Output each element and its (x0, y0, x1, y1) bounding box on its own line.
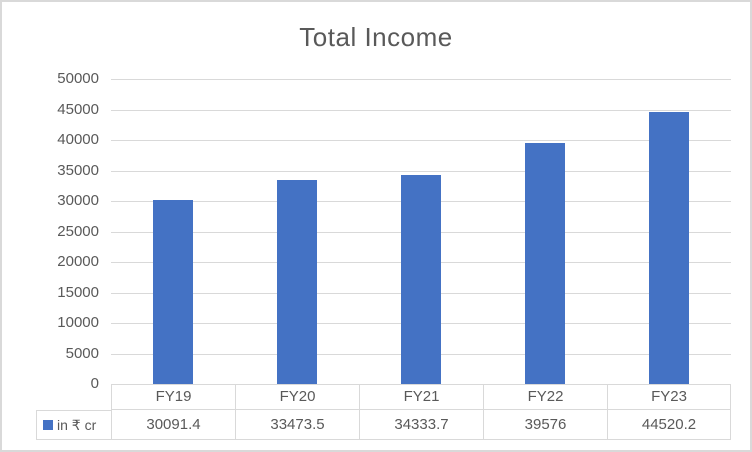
data-table-value-row: 30091.4 33473.5 34333.7 39576 44520.2 (111, 410, 731, 440)
data-table-category-row: FY19 FY20 FY21 FY22 FY23 (111, 384, 731, 410)
gridline (111, 170, 731, 172)
category-cell: FY22 (483, 384, 607, 410)
value-cell: 30091.4 (111, 410, 235, 440)
y-tick-label: 25000 (57, 222, 99, 240)
y-tick-label: 10000 (57, 314, 99, 331)
category-cell: FY19 (111, 384, 235, 410)
y-tick-label: 45000 (57, 100, 99, 118)
y-tick-label: 35000 (57, 161, 99, 179)
legend-color-swatch (43, 420, 53, 430)
gridline (111, 140, 731, 141)
y-tick-label: 0 (90, 375, 99, 392)
y-tick-label: 5000 (65, 344, 99, 362)
y-tick-label: 15000 (57, 283, 99, 301)
gridline (111, 109, 731, 111)
gridline (111, 79, 731, 80)
value-cell: 39576 (483, 410, 607, 440)
bar-FY20[interactable] (277, 180, 317, 384)
bar-FY23[interactable] (649, 112, 689, 384)
y-tick-label: 20000 (57, 253, 99, 270)
bar-FY21[interactable] (401, 175, 441, 384)
y-tick-label: 40000 (57, 131, 99, 148)
category-cell: FY23 (607, 384, 731, 410)
bar-FY19[interactable] (153, 200, 193, 384)
category-cell: FY21 (359, 384, 483, 410)
value-cell: 33473.5 (235, 410, 359, 440)
chart-title: Total Income (299, 22, 453, 52)
category-cell: FY20 (235, 384, 359, 410)
legend-cell: in ₹ cr (36, 410, 111, 440)
legend-label: in ₹ cr (57, 416, 97, 433)
value-cell: 34333.7 (359, 410, 483, 440)
value-cell: 44520.2 (607, 410, 731, 440)
bar-FY22[interactable] (525, 143, 565, 384)
y-tick-label: 50000 (57, 70, 99, 87)
y-tick-label: 30000 (57, 192, 99, 209)
plot-area (111, 79, 731, 384)
